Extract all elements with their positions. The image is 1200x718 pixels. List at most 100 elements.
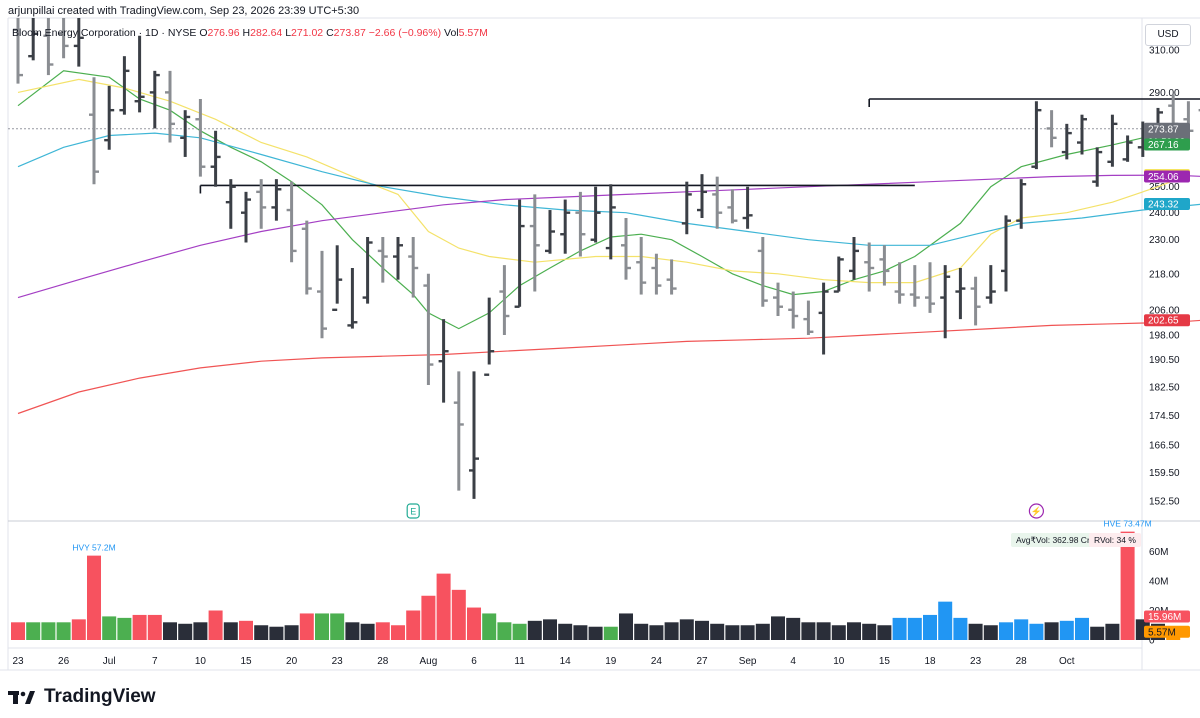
volume-bar	[999, 622, 1013, 640]
volume-bar	[512, 623, 527, 640]
volume-bar	[56, 622, 71, 640]
tradingview-logo-text: TradingView	[44, 686, 156, 707]
volume-bar	[847, 622, 861, 640]
time-tick-label: Aug	[420, 656, 438, 667]
price-axis-badge	[1144, 314, 1190, 327]
time-tick-label: 15	[879, 656, 891, 667]
volume-annotation: HVY 57.2M	[72, 543, 115, 553]
price-axis-badge-label: 202.65	[1148, 316, 1179, 327]
time-tick-label: 28	[377, 656, 389, 667]
event-marker-label: ⚡	[1031, 506, 1042, 518]
time-tick-label: 10	[195, 656, 207, 667]
time-tick-label: 14	[560, 656, 572, 667]
time-tick-label: 27	[696, 656, 708, 667]
volume-bar	[968, 623, 983, 640]
volume-bar	[117, 617, 132, 640]
volume-bar	[619, 613, 633, 640]
tradingview-logo-icon	[8, 691, 35, 704]
time-tick-label: 19	[605, 656, 617, 667]
volume-bar	[679, 619, 694, 640]
time-tick-label: 23	[332, 656, 344, 667]
open-value: 276.96	[207, 27, 240, 39]
earnings-marker-icon[interactable]	[406, 503, 420, 519]
price-axis-badge	[1144, 610, 1190, 623]
volume-tick-label: 40M	[1149, 577, 1168, 588]
volume-bar	[1044, 622, 1059, 640]
volume-bar	[360, 623, 375, 640]
price-tick-label: 240.00	[1149, 208, 1180, 219]
event-marker-icon[interactable]	[1028, 503, 1045, 519]
change-value: −2.66 (−0.96%)	[368, 27, 442, 39]
volume-bar	[239, 620, 253, 640]
price-tick-label: 230.00	[1149, 235, 1180, 246]
volume-bar	[497, 622, 512, 640]
volume-bar	[710, 623, 725, 640]
volume-tick-label: 0	[1149, 636, 1155, 647]
volume-bar	[269, 626, 284, 640]
volume-bar	[786, 617, 801, 640]
volume-bar	[208, 610, 223, 640]
volume-bar	[132, 614, 147, 640]
volume-bar	[26, 622, 41, 640]
price-axis-badge-label: 5.57M	[1148, 627, 1176, 638]
low-value: 271.02	[291, 27, 324, 39]
volume-bar	[877, 625, 892, 640]
volume-bar	[406, 610, 421, 640]
volume-bar	[375, 622, 390, 640]
price-tick-label: 166.50	[1149, 441, 1180, 452]
time-tick-label: 7	[152, 656, 158, 667]
price-tick-label: 152.50	[1149, 496, 1180, 507]
earnings-marker-label: E	[410, 507, 416, 517]
price-tick-label: 206.00	[1149, 305, 1180, 316]
time-tick-label: Sep	[739, 656, 757, 667]
price-axis-badge-label: 15.96M	[1148, 612, 1181, 623]
volume-bar	[41, 622, 56, 640]
time-tick-label: 11	[514, 656, 525, 667]
volume-bar	[163, 622, 177, 640]
high-value: 282.64	[250, 27, 283, 39]
price-axis-badge-label: 254.06	[1148, 172, 1179, 183]
volume-bar	[1014, 619, 1029, 640]
time-tick-label: 20	[286, 656, 298, 667]
chart-credit: arjunpillai created with TradingView.com…	[8, 5, 360, 17]
price-axis-badge-label: 273.87	[1148, 124, 1179, 135]
price-axis-badge	[1144, 170, 1190, 183]
volume-bar	[543, 619, 557, 640]
volume-bar	[467, 607, 481, 640]
low-label: L	[285, 27, 292, 39]
time-tick-label: 18	[924, 656, 936, 667]
volume-bar	[330, 613, 345, 640]
volume-bar	[147, 614, 162, 640]
currency-button[interactable]: USD	[1145, 24, 1191, 46]
volume-bar	[1029, 623, 1044, 640]
price-axis-badge-label: 267.16	[1148, 140, 1179, 151]
volume-bar	[573, 625, 588, 640]
price-tick-label: 290.00	[1149, 88, 1180, 99]
symbol-name[interactable]: Bloom Energy Corporation · 1D · NYSE	[12, 27, 197, 39]
volume-bar	[983, 625, 998, 640]
volume-bar	[1059, 620, 1074, 640]
volume-bar	[284, 625, 299, 640]
volume-bar	[862, 623, 877, 640]
time-tick-label: Oct	[1059, 656, 1075, 667]
price-axis-badge	[1144, 625, 1190, 638]
open-label: O	[199, 27, 208, 39]
volume-bar	[1075, 617, 1089, 640]
volume-bar	[725, 625, 740, 640]
close-label: C	[326, 27, 334, 39]
price-tick-label: 190.50	[1149, 355, 1180, 366]
volume-bar	[1120, 531, 1135, 640]
time-tick-label: 28	[1016, 656, 1028, 667]
volume-bar	[695, 620, 709, 640]
price-tick-label: 310.00	[1149, 45, 1180, 56]
volume-bar	[193, 622, 208, 640]
time-tick-label: 26	[58, 656, 70, 667]
tradingview-logo[interactable]: TradingView	[8, 686, 156, 708]
close-value: 273.87	[333, 27, 366, 39]
price-tick-label: 250.00	[1149, 182, 1180, 193]
volume-bar	[664, 622, 679, 640]
volume-bar	[11, 622, 25, 640]
price-axis-badge	[1144, 138, 1190, 151]
price-tick-label: 198.00	[1149, 330, 1180, 341]
